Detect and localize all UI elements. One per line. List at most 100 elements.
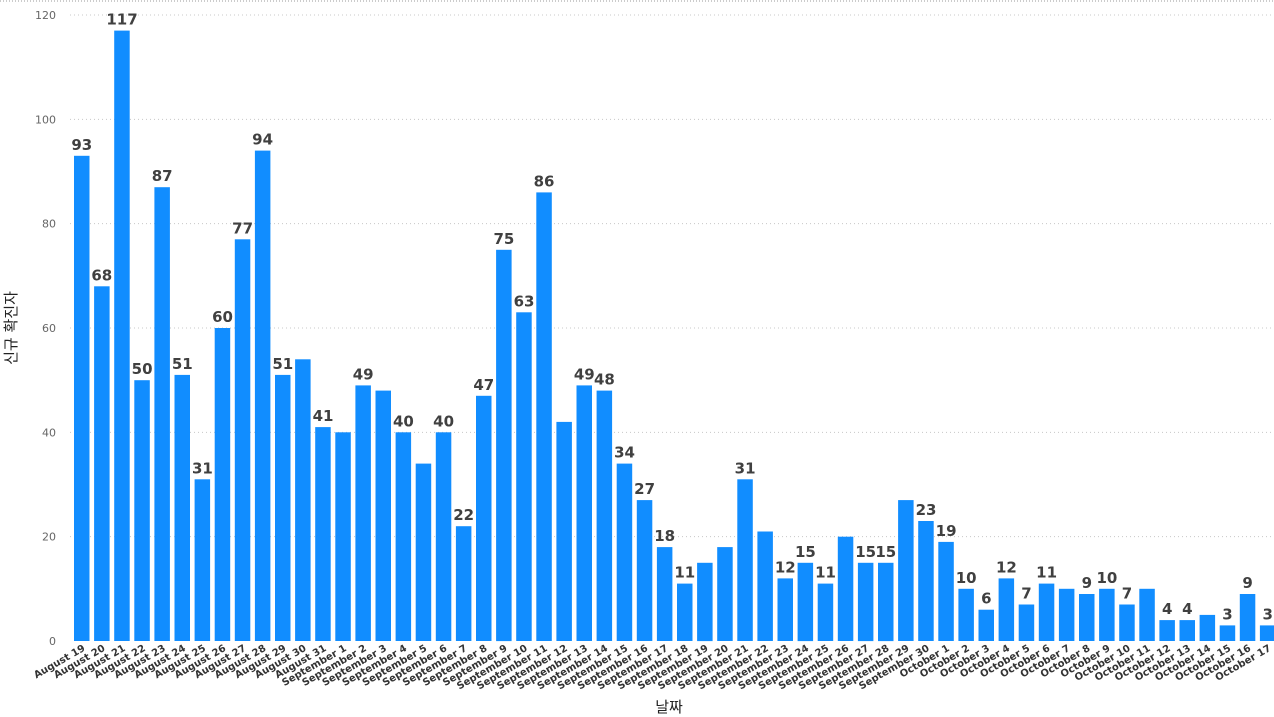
bar[interactable] xyxy=(114,30,130,642)
bar[interactable] xyxy=(496,249,512,642)
bar[interactable] xyxy=(335,432,351,641)
bar[interactable] xyxy=(516,312,532,641)
bars xyxy=(74,30,1274,642)
data-label: 3 xyxy=(1222,605,1232,623)
bar[interactable] xyxy=(455,526,472,641)
bar[interactable] xyxy=(74,155,90,642)
bar[interactable] xyxy=(315,427,331,641)
data-label: 9 xyxy=(1082,574,1092,592)
bar[interactable] xyxy=(777,578,794,641)
bar[interactable] xyxy=(415,463,432,641)
bar[interactable] xyxy=(1018,604,1035,642)
data-label: 3 xyxy=(1262,605,1272,623)
bar[interactable] xyxy=(958,588,974,641)
x-axis-title: 날짜 xyxy=(655,698,683,716)
bar[interactable] xyxy=(476,395,492,641)
bar[interactable] xyxy=(636,500,653,641)
bar[interactable] xyxy=(214,328,231,641)
bar[interactable] xyxy=(938,541,954,641)
bar[interactable] xyxy=(395,432,412,641)
gridlines xyxy=(70,14,1274,538)
bar[interactable] xyxy=(1058,588,1075,641)
bar[interactable] xyxy=(154,187,170,641)
data-label: 68 xyxy=(91,266,112,284)
bar[interactable] xyxy=(1119,604,1135,642)
data-label: 15 xyxy=(875,543,896,561)
bar[interactable] xyxy=(1179,620,1196,641)
bar[interactable] xyxy=(596,390,613,641)
bar[interactable] xyxy=(576,385,593,641)
data-label: 47 xyxy=(473,376,494,394)
data-label: 10 xyxy=(1096,569,1117,587)
data-label: 40 xyxy=(433,412,454,430)
bar[interactable] xyxy=(556,421,572,641)
bar[interactable] xyxy=(797,562,814,642)
data-label: 31 xyxy=(192,459,213,477)
data-label: 4 xyxy=(1162,600,1172,618)
bar[interactable] xyxy=(737,479,753,641)
y-tick-label: 80 xyxy=(42,218,56,231)
bar[interactable] xyxy=(435,432,452,641)
data-label: 77 xyxy=(232,219,253,237)
data-label: 11 xyxy=(1036,564,1057,582)
data-label: 49 xyxy=(353,365,374,383)
data-label: 19 xyxy=(936,522,957,540)
data-label: 86 xyxy=(534,172,555,190)
data-label: 4 xyxy=(1182,600,1192,618)
bar[interactable] xyxy=(898,500,914,641)
bar[interactable] xyxy=(254,150,271,641)
bar[interactable] xyxy=(717,547,733,641)
data-label: 27 xyxy=(634,480,655,498)
data-label: 87 xyxy=(152,167,173,185)
bar[interactable] xyxy=(1139,588,1155,641)
bar[interactable] xyxy=(677,583,693,641)
bar[interactable] xyxy=(1219,625,1236,641)
y-axis-title: 신규 확진자 xyxy=(2,291,20,365)
y-tick-label: 100 xyxy=(35,113,56,126)
bar[interactable] xyxy=(757,531,773,642)
bar[interactable] xyxy=(1159,620,1175,641)
bar[interactable] xyxy=(1259,625,1274,641)
bar[interactable] xyxy=(174,374,191,641)
bar[interactable] xyxy=(817,583,834,641)
data-label: 50 xyxy=(132,360,153,378)
bar[interactable] xyxy=(1239,594,1256,641)
bar[interactable] xyxy=(536,192,552,641)
bar[interactable] xyxy=(1038,583,1055,641)
bar[interactable] xyxy=(878,562,894,642)
bar[interactable] xyxy=(375,390,392,641)
data-label: 6 xyxy=(981,590,991,608)
bar[interactable] xyxy=(656,547,673,641)
y-tick-label: 40 xyxy=(42,426,56,439)
bar[interactable] xyxy=(275,374,291,641)
bar[interactable] xyxy=(194,479,211,641)
data-label: 31 xyxy=(735,459,756,477)
data-label: 18 xyxy=(654,527,675,545)
bar[interactable] xyxy=(918,521,934,641)
data-label: 7 xyxy=(1122,585,1132,603)
data-label: 34 xyxy=(614,444,635,462)
bar[interactable] xyxy=(1199,614,1216,641)
bar[interactable] xyxy=(837,536,854,641)
bar[interactable] xyxy=(234,239,251,642)
data-label: 75 xyxy=(493,230,514,248)
data-label: 40 xyxy=(393,412,414,430)
data-label: 11 xyxy=(674,564,695,582)
data-label: 51 xyxy=(172,355,193,373)
y-tick-label: 120 xyxy=(35,9,56,22)
bar[interactable] xyxy=(134,380,150,641)
bar[interactable] xyxy=(94,286,110,641)
y-axis-ticks: 0 20 40 60 80 100 120 xyxy=(35,9,56,648)
bar[interactable] xyxy=(697,562,713,642)
bar[interactable] xyxy=(1079,594,1095,641)
bar[interactable] xyxy=(616,463,633,641)
bar[interactable] xyxy=(857,562,874,642)
bar[interactable] xyxy=(295,359,311,641)
bar[interactable] xyxy=(998,578,1015,641)
bar[interactable] xyxy=(355,385,371,641)
bar[interactable] xyxy=(978,609,995,641)
data-label: 12 xyxy=(775,558,796,576)
data-label: 63 xyxy=(514,292,535,310)
bar[interactable] xyxy=(1099,588,1115,641)
